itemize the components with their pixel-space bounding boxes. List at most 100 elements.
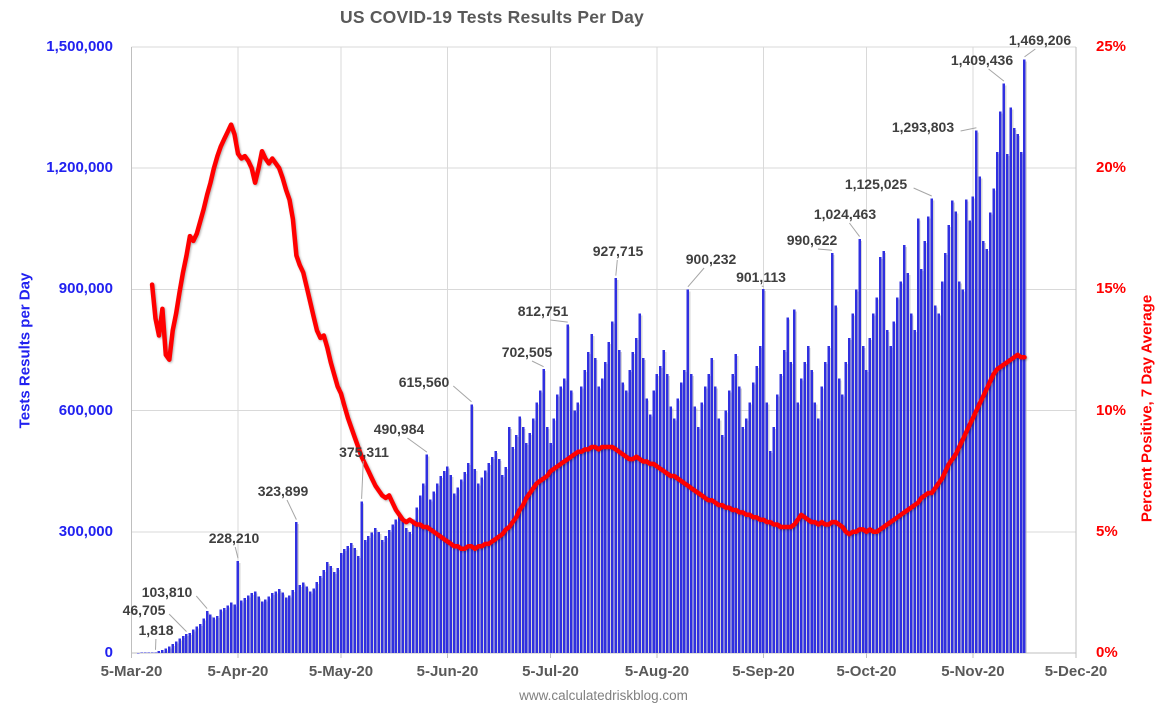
daily-tests-bar <box>707 374 710 653</box>
daily-tests-bar <box>947 224 951 653</box>
daily-tests-bar <box>377 531 381 653</box>
daily-tests-bar <box>844 362 848 653</box>
daily-tests-bar <box>508 426 511 653</box>
daily-tests-bar <box>865 370 868 653</box>
daily-tests-bar <box>209 614 212 653</box>
daily-tests-bar <box>717 418 721 653</box>
daily-tests-bar <box>666 374 669 653</box>
daily-tests-bar <box>858 239 861 653</box>
daily-tests-bar <box>889 345 892 653</box>
daily-tests-bar <box>157 650 161 653</box>
daily-tests-bar <box>315 581 319 653</box>
annotation-label: 1,469,206 <box>1009 32 1071 48</box>
daily-tests-bar <box>1019 152 1023 654</box>
daily-tests-bar <box>360 501 363 653</box>
daily-tests-bar <box>710 358 714 653</box>
daily-tests-bar <box>951 200 954 653</box>
daily-tests-bar <box>140 652 144 654</box>
daily-tests-bar <box>762 288 765 653</box>
daily-tests-bar <box>432 491 435 653</box>
daily-tests-bar <box>449 475 453 653</box>
annotation-label: 1,293,803 <box>892 119 954 135</box>
daily-tests-bar <box>916 218 920 654</box>
daily-tests-bar <box>892 321 896 653</box>
daily-tests-bar <box>298 585 302 653</box>
daily-tests-bar <box>872 313 875 653</box>
daily-tests-bar <box>786 317 789 653</box>
annotation-leader-line <box>286 499 297 520</box>
daily-tests-bar <box>669 406 672 653</box>
annotation-label: 1,024,463 <box>814 206 876 222</box>
daily-tests-bar <box>827 345 830 653</box>
annotation-leader-line <box>195 595 208 609</box>
daily-tests-bar <box>930 198 933 654</box>
daily-tests-bar <box>617 350 621 653</box>
daily-tests-bar <box>494 451 497 653</box>
daily-tests-bar <box>655 374 659 653</box>
daily-tests-bar <box>933 305 937 653</box>
daily-tests-bar <box>940 281 944 653</box>
daily-tests-bar <box>398 513 401 653</box>
daily-tests-bar <box>171 644 174 653</box>
daily-tests-bar <box>222 607 226 653</box>
daily-tests-bar <box>810 370 813 653</box>
daily-tests-bar <box>466 463 470 653</box>
daily-tests-bar <box>731 374 734 653</box>
daily-tests-bar <box>758 345 762 653</box>
annotation-label: 1,409,436 <box>951 52 1013 68</box>
daily-tests-bar <box>741 426 745 653</box>
left-axis-tick-label: 1,200,000 <box>46 159 113 177</box>
annotation-label: 46,705 <box>123 602 166 618</box>
daily-tests-bar <box>645 398 648 653</box>
annotation-label: 1,818 <box>138 622 173 638</box>
daily-tests-bar <box>260 601 264 653</box>
annotation-label: 228,210 <box>209 530 260 546</box>
daily-tests-bar <box>700 402 703 653</box>
daily-tests-bar <box>312 588 315 653</box>
daily-tests-bar <box>456 487 460 653</box>
daily-tests-bar <box>535 402 539 653</box>
daily-tests-bar <box>1006 154 1009 653</box>
daily-tests-bar <box>185 634 188 653</box>
daily-tests-bar <box>453 493 456 653</box>
daily-tests-bar <box>518 416 521 653</box>
daily-tests-bar <box>511 446 514 653</box>
daily-tests-bar <box>329 566 332 653</box>
annotation-label: 812,751 <box>518 303 569 319</box>
daily-tests-bar <box>394 519 398 653</box>
annotation-leader-line <box>361 460 364 499</box>
daily-tests-bar <box>875 297 879 653</box>
daily-tests-bar <box>216 615 219 653</box>
daily-tests-bar <box>896 297 899 653</box>
daily-tests-bar <box>824 362 827 653</box>
annotation-leader-line <box>817 248 833 251</box>
annotation-leader-line <box>168 613 187 632</box>
daily-tests-bar <box>137 652 140 654</box>
daily-tests-bar <box>569 390 573 653</box>
daily-tests-bar <box>597 386 600 653</box>
daily-tests-bar <box>514 434 518 653</box>
daily-tests-bar <box>538 390 542 653</box>
x-axis-tick-label: 5-May-20 <box>308 663 374 680</box>
daily-tests-bar <box>212 617 216 653</box>
daily-tests-bar <box>339 552 343 653</box>
x-axis-tick-label: 5-Sep-20 <box>732 663 795 680</box>
daily-tests-bar <box>192 629 195 653</box>
daily-tests-bar <box>429 499 432 653</box>
daily-tests-bar <box>607 341 611 653</box>
daily-tests-bar <box>250 593 253 653</box>
annotation-leader-line <box>452 385 472 403</box>
annotation-leader-line <box>1024 48 1036 58</box>
daily-tests-bar <box>525 442 528 653</box>
daily-tests-bar <box>552 418 556 653</box>
daily-tests-bar <box>878 257 882 653</box>
daily-tests-bar <box>820 386 824 653</box>
daily-tests-bar <box>611 321 614 653</box>
daily-tests-bar <box>195 626 199 653</box>
daily-tests-bar <box>631 352 635 653</box>
daily-tests-bar <box>370 532 374 653</box>
daily-tests-bar <box>164 648 168 653</box>
daily-tests-bar <box>703 386 707 653</box>
x-axis-tick-label: 5-Oct-20 <box>836 663 897 680</box>
